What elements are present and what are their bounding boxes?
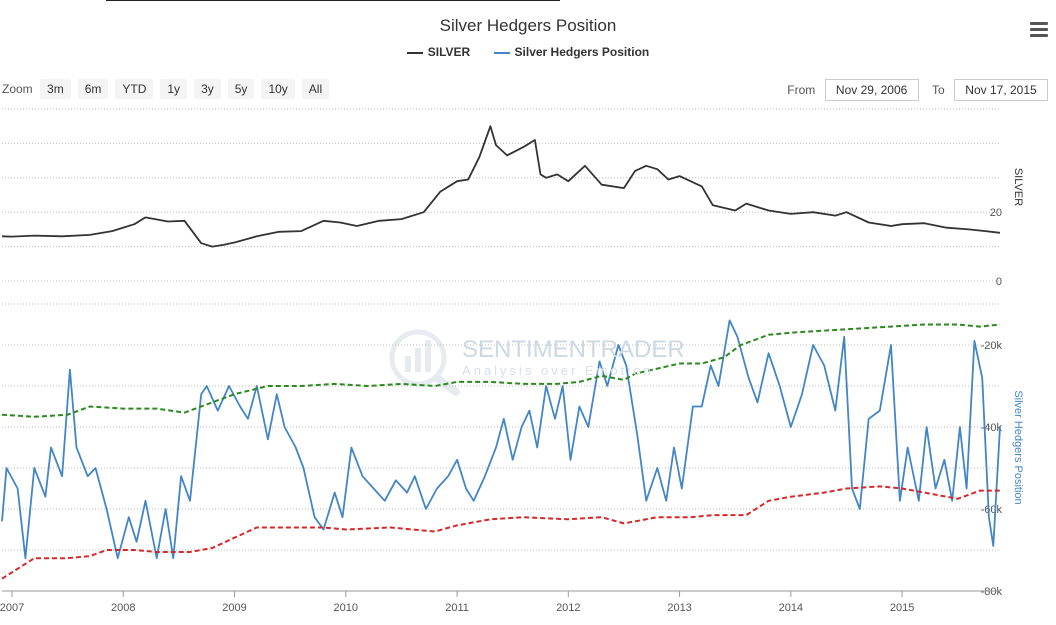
legend-label-hedgers: Silver Hedgers Position — [514, 45, 650, 59]
watermark-tagline: Analysis over Emotion — [462, 363, 654, 378]
to-date-input[interactable]: Nov 17, 2015 — [954, 79, 1048, 101]
y-tick-label: 20 — [990, 207, 1002, 219]
y-tick-label: -80k — [981, 586, 1003, 598]
y-tick-label: -20k — [981, 340, 1003, 352]
zoom-3y-button[interactable]: 3y — [194, 79, 221, 99]
series-line-silver — [1, 125, 1001, 248]
from-date-input[interactable]: Nov 29, 2006 — [824, 79, 919, 101]
y-tick-label: -60k — [981, 504, 1003, 516]
y-axis-title: Silver Hedgers Position — [1012, 390, 1024, 504]
watermark-name: SENTIMENTRADER — [462, 336, 685, 363]
zoom-all-button[interactable]: All — [301, 79, 330, 99]
from-label: From — [787, 83, 816, 97]
watermark-logo-icon — [389, 329, 460, 396]
legend-item-hedgers[interactable]: Silver Hedgers Position — [493, 45, 650, 59]
zoom-ytd-button[interactable]: YTD — [115, 79, 154, 99]
series-line-silver-hedgers-position — [1, 319, 1001, 560]
x-tick-label: 2012 — [556, 602, 580, 614]
zoom-5y-button[interactable]: 5y — [227, 79, 255, 99]
x-tick-label: 2009 — [222, 602, 246, 614]
date-range-selector: From Nov 29, 2006 To Nov 17, 2015 — [787, 79, 1048, 101]
y-tick-label: 0 — [996, 276, 1002, 288]
zoom-10y-button[interactable]: 10y — [261, 79, 295, 99]
series-line-upper-band — [1, 323, 1001, 418]
top-border-line — [106, 0, 560, 1]
x-tick-label: 2011 — [445, 602, 469, 614]
x-tick-label: 2008 — [111, 602, 135, 614]
x-tick-label: 2013 — [667, 602, 691, 614]
x-tick-label: 2007 — [0, 602, 24, 614]
hamburger-menu-icon[interactable] — [1030, 22, 1048, 38]
x-tick-label: 2014 — [779, 602, 803, 614]
legend-swatch-silver — [406, 51, 423, 54]
to-label: To — [931, 83, 945, 97]
zoom-1y-button[interactable]: 1y — [160, 79, 188, 99]
legend: SILVER Silver Hedgers Position — [0, 45, 1056, 59]
y-axis-title: SILVER — [1012, 168, 1024, 206]
zoom-label: Zoom — [2, 82, 33, 96]
chart-title: Silver Hedgers Position — [439, 16, 617, 35]
zoom-6m-button[interactable]: 6m — [77, 79, 109, 99]
legend-label-silver: SILVER — [427, 45, 471, 59]
legend-swatch-hedgers — [493, 51, 510, 54]
zoom-3m-button[interactable]: 3m — [40, 79, 71, 99]
y-tick-label: -40k — [981, 422, 1003, 434]
x-tick-label: 2010 — [334, 602, 358, 614]
legend-item-silver[interactable]: SILVER — [406, 45, 471, 59]
x-tick-label: 2015 — [890, 602, 914, 614]
zoom-bar: Zoom 3m 6m YTD 1y 3y 5y 10y All — [2, 79, 336, 99]
